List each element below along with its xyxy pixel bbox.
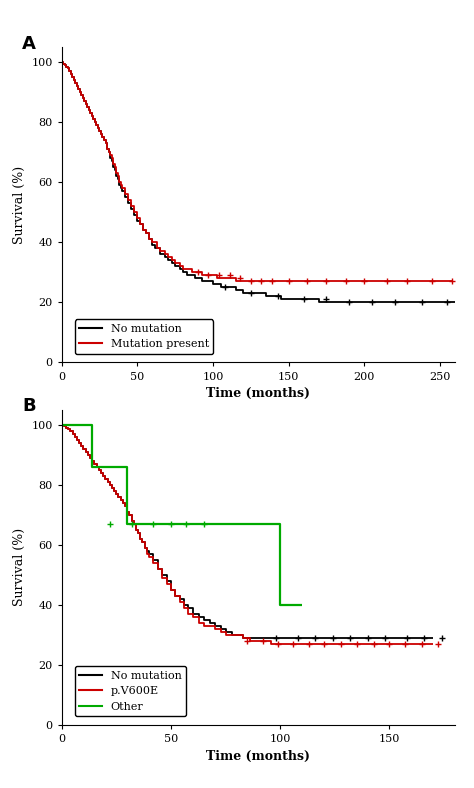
Y-axis label: Survival (%): Survival (%): [13, 528, 26, 607]
Y-axis label: Survival (%): Survival (%): [13, 165, 26, 244]
Text: A: A: [22, 35, 36, 53]
Text: B: B: [22, 397, 36, 415]
X-axis label: Time (months): Time (months): [206, 387, 310, 400]
Legend: No mutation, Mutation present: No mutation, Mutation present: [75, 319, 213, 354]
Legend: No mutation, p.V600E, Other: No mutation, p.V600E, Other: [75, 666, 186, 716]
X-axis label: Time (months): Time (months): [206, 749, 310, 763]
